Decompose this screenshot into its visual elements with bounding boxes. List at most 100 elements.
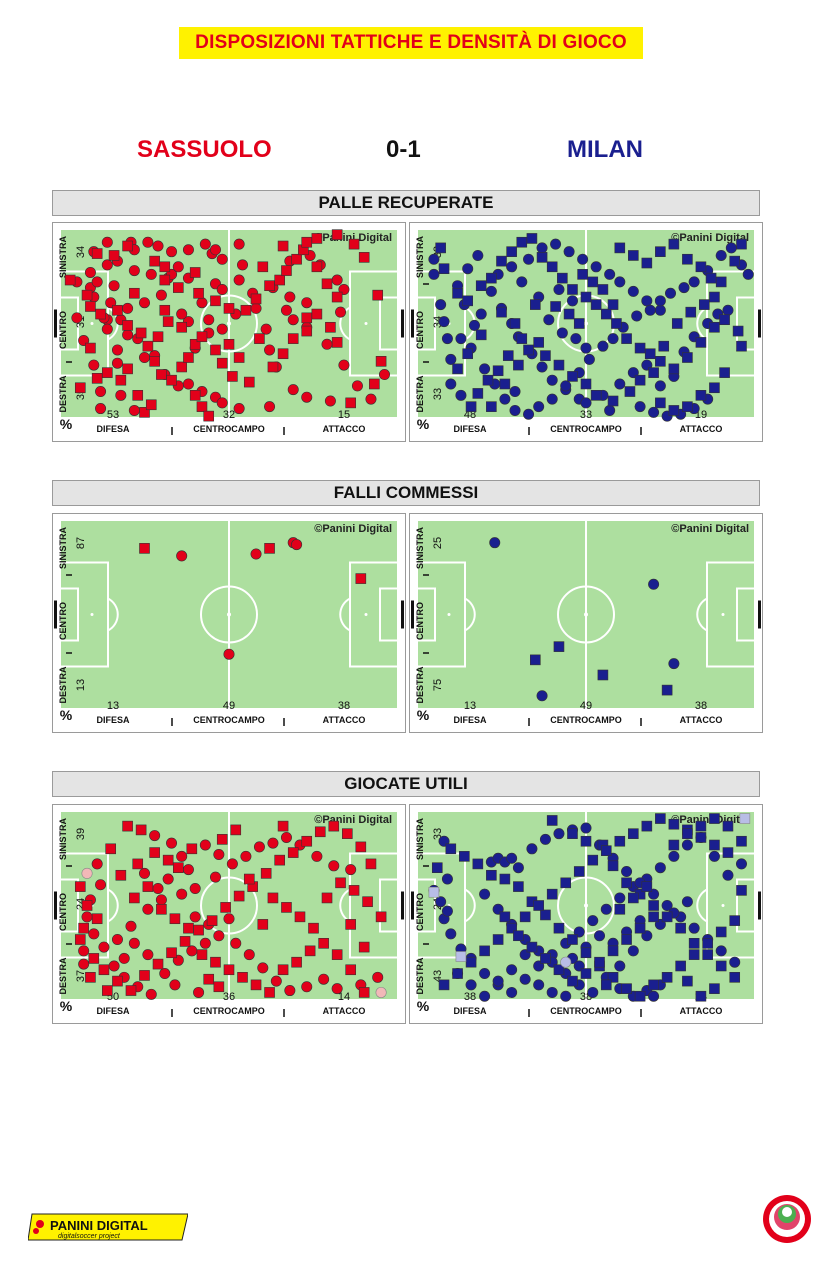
marker-square — [98, 964, 110, 976]
marker-square — [274, 854, 285, 866]
marker-circle — [95, 403, 107, 415]
left-penalty-spot — [90, 613, 94, 616]
marker-square — [475, 280, 487, 292]
marker-circle — [233, 274, 245, 286]
axis-label-centro: CENTRO — [415, 893, 425, 931]
marker-square — [567, 828, 578, 839]
marker-circle — [715, 249, 727, 261]
marker-square — [523, 344, 534, 356]
center-circle — [557, 876, 615, 935]
marker-circle — [681, 839, 693, 851]
marker-square — [277, 240, 289, 252]
marker-square — [186, 843, 198, 855]
zone-value-attacco: 14 — [338, 991, 350, 1003]
section-title: FALLI COMMESSI — [333, 483, 479, 502]
watermark: ©Panini Digital — [671, 523, 749, 535]
marker-circle — [162, 873, 174, 885]
marker-square — [516, 236, 528, 248]
marker-square — [682, 352, 693, 363]
left-penalty-spot — [447, 613, 451, 616]
zone-value-difesa: 48 — [464, 409, 476, 421]
marker-square — [607, 299, 619, 310]
marker-square — [567, 975, 578, 987]
marker-square — [682, 975, 693, 987]
marker-circle — [566, 295, 578, 307]
marker-circle — [499, 393, 511, 405]
marker-circle — [233, 403, 245, 415]
marker-square — [709, 983, 720, 994]
marker-square — [567, 284, 578, 295]
marker-circle — [648, 406, 660, 418]
marker-circle — [556, 327, 568, 339]
marker-circle — [128, 937, 140, 949]
marker-circle — [122, 302, 134, 314]
marker-circle — [570, 333, 582, 345]
marker-circle — [213, 930, 225, 942]
marker-circle — [182, 378, 194, 390]
marker-circle — [600, 903, 612, 915]
marker-square — [176, 321, 187, 333]
marker-square — [597, 669, 609, 681]
marker-circle — [644, 304, 656, 316]
marker-circle — [280, 304, 292, 316]
marker-square-faded — [428, 886, 440, 898]
marker-square — [308, 922, 319, 934]
marker-square — [530, 654, 541, 666]
marker-square — [277, 820, 289, 832]
marker-circle — [260, 323, 272, 335]
marker-circle — [91, 276, 103, 288]
marker-square — [685, 306, 697, 318]
marker-circle — [182, 864, 194, 876]
marker-circle — [145, 988, 157, 1000]
marker-circle — [78, 958, 90, 970]
marker-square — [641, 257, 653, 269]
marker-square — [122, 363, 133, 375]
marker-circle — [664, 287, 676, 299]
marker-square — [719, 367, 730, 378]
marker-circle — [688, 922, 700, 934]
axis-label-centro: CENTRO — [58, 311, 68, 349]
marker-square — [682, 401, 693, 412]
right-penalty-spot — [364, 322, 368, 325]
marker-circle — [253, 841, 265, 853]
marker-square — [102, 367, 113, 378]
marker-square — [614, 903, 626, 915]
right-goal — [758, 600, 761, 629]
marker-square — [233, 890, 245, 902]
marker-circle — [95, 386, 107, 398]
zone-value-centrocampo: 33 — [580, 409, 592, 421]
marker-square — [702, 938, 713, 949]
marker-square — [291, 956, 302, 968]
marker-circle — [193, 986, 205, 998]
section-title: GIOCATE UTILI — [344, 774, 468, 793]
right-goal — [401, 891, 404, 920]
marker-square — [462, 348, 474, 360]
marker-square — [546, 888, 558, 900]
marker-circle — [523, 253, 535, 265]
marker-square — [375, 911, 387, 923]
marker-circle — [142, 236, 154, 248]
home-team-name: SASSUOLO — [137, 136, 272, 163]
marker-square — [536, 252, 548, 263]
marker-circle-faded — [560, 956, 572, 968]
marker-circle — [372, 971, 384, 983]
marker-square — [166, 947, 177, 959]
marker-square — [243, 376, 255, 388]
marker-square — [91, 373, 103, 384]
marker-square — [162, 316, 174, 327]
marker-square — [655, 356, 666, 367]
marker-square — [509, 318, 521, 329]
marker-square — [607, 972, 619, 983]
marker-circle — [291, 539, 303, 551]
axis-label-difesa: DIFESA — [96, 1006, 130, 1016]
marker-square — [203, 973, 215, 985]
left-penalty-arc — [107, 888, 119, 923]
marker-square — [325, 321, 336, 333]
marker-square — [540, 953, 551, 964]
marker-circle — [287, 384, 299, 396]
marker-circle — [284, 291, 296, 303]
marker-circle — [139, 352, 151, 364]
marker-square — [438, 263, 450, 274]
axis-label-destra: DESTRA — [58, 375, 68, 413]
marker-circle — [182, 244, 194, 256]
